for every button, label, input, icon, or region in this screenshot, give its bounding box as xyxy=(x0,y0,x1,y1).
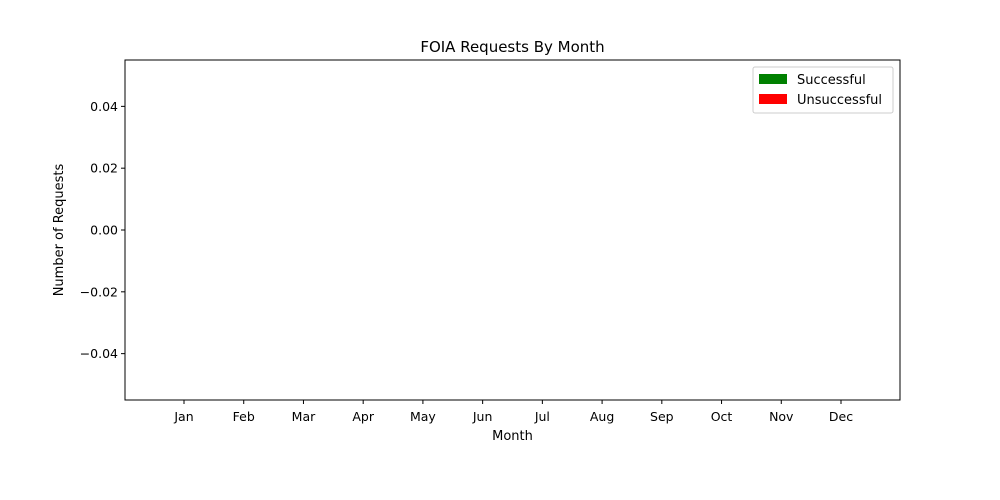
x-tick-label: Jan xyxy=(173,409,193,424)
legend-swatch-unsuccessful xyxy=(759,94,787,104)
x-tick-label: May xyxy=(410,409,436,424)
legend: Successful Unsuccessful xyxy=(752,66,894,114)
y-tick-label: −0.04 xyxy=(80,346,118,361)
y-axis-ticks: −0.04 −0.02 0.00 0.02 0.04 xyxy=(80,99,125,361)
x-tick-label: Nov xyxy=(769,409,794,424)
x-tick-label: Apr xyxy=(352,409,374,424)
legend-label-unsuccessful: Unsuccessful xyxy=(797,93,882,108)
x-tick-label: Dec xyxy=(829,409,853,424)
y-tick-label: −0.02 xyxy=(80,284,118,299)
legend-swatch-successful xyxy=(759,74,787,84)
legend-label-successful: Successful xyxy=(797,73,866,88)
x-axis-ticks: Jan Feb Mar Apr May Jun Jul Aug Sep Oct Nov Dec xyxy=(173,400,853,424)
y-tick-label: 0.04 xyxy=(90,99,118,114)
x-axis-title: Month xyxy=(492,429,533,444)
plot-area xyxy=(124,59,901,401)
x-tick-label: Aug xyxy=(590,409,614,424)
x-tick-label: Feb xyxy=(233,409,255,424)
legend-frame xyxy=(752,66,894,114)
y-tick-label: 0.00 xyxy=(90,223,118,238)
x-tick-label: Jun xyxy=(472,409,493,424)
x-tick-label: Mar xyxy=(292,409,316,424)
x-tick-label: Oct xyxy=(711,409,733,424)
y-axis-title: Number of Requests xyxy=(52,163,67,296)
chart-title: FOIA Requests By Month xyxy=(420,38,604,56)
x-tick-label: Jul xyxy=(534,409,550,424)
x-tick-label: Sep xyxy=(650,409,674,424)
y-tick-label: 0.02 xyxy=(90,161,118,176)
